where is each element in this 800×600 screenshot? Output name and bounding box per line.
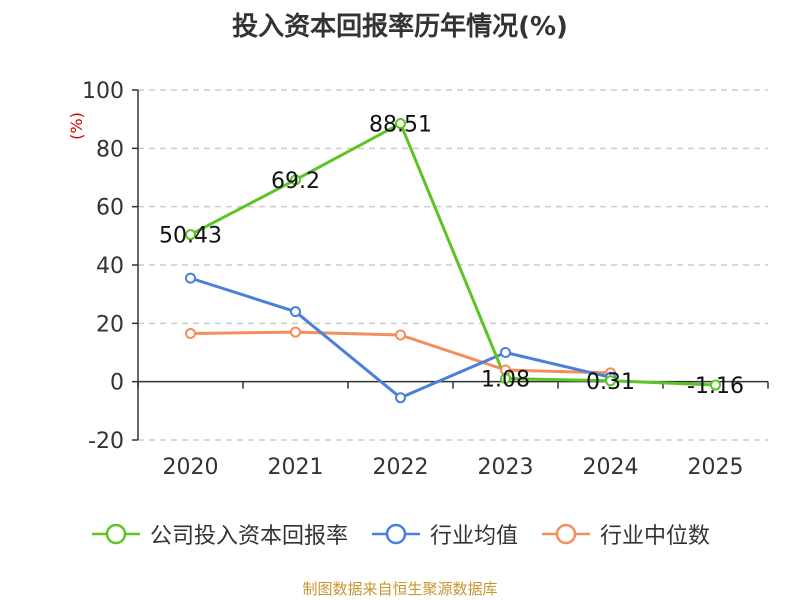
x-tick-label: 2023 <box>478 455 534 480</box>
legend-swatch-company <box>91 523 140 545</box>
data-point <box>500 347 511 358</box>
y-tick-label: 20 <box>96 312 124 337</box>
data-label: 88.51 <box>369 113 432 138</box>
y-tick-label: 100 <box>82 79 124 104</box>
data-point <box>290 326 301 338</box>
data-point <box>710 379 721 391</box>
x-tick-label: 2024 <box>583 455 639 480</box>
legend: 公司投入资本回报率 行业均值 行业中位数 <box>0 518 800 550</box>
data-label: 1.08 <box>481 368 530 393</box>
data-point <box>500 373 511 385</box>
x-tick-label: 2022 <box>373 455 429 480</box>
x-tick-label: 2020 <box>163 455 219 480</box>
legend-item-industry-average[interactable]: 行业均值 <box>370 518 518 550</box>
y-tick-label: 80 <box>96 137 124 162</box>
data-labels: 50.43 69.2 88.51 1.08 0.31 -1.16 <box>159 113 744 400</box>
x-tick-label: 2025 <box>688 455 744 480</box>
series-line <box>189 122 716 387</box>
data-label: 0.31 <box>586 370 635 395</box>
series-lines <box>189 122 716 400</box>
data-point <box>395 392 406 404</box>
axes: -20 0 20 40 60 80 100 2020 2021 2022 2023 2024 2025 <box>82 79 769 480</box>
data-point <box>185 229 196 241</box>
series-points <box>185 118 721 404</box>
data-point <box>395 118 406 130</box>
y-tick-label: 0 <box>110 371 124 396</box>
chart-title: 投入资本回报率历年情况(%) <box>232 12 568 42</box>
legend-item-industry-median[interactable]: 行业中位数 <box>540 518 710 550</box>
data-point <box>185 328 196 340</box>
source-note: 制图数据来自恒生聚源数据库 <box>302 580 498 598</box>
data-point <box>290 306 301 318</box>
legend-label-company: 公司投入资本回报率 <box>149 524 348 549</box>
y-tick-label: 40 <box>96 254 124 279</box>
x-tick-label: 2021 <box>268 455 324 480</box>
legend-item-company[interactable]: 公司投入资本回报率 <box>90 518 348 550</box>
data-label: 69.2 <box>271 169 320 194</box>
data-label: -1.16 <box>687 374 744 399</box>
legend-label-industry-median: 行业中位数 <box>600 524 711 549</box>
y-tick-label: -20 <box>88 429 124 454</box>
data-point <box>395 329 406 341</box>
legend-swatch-industry-average <box>371 523 420 545</box>
y-tick-label: 60 <box>96 196 124 221</box>
legend-label-industry-average: 行业均值 <box>429 524 518 549</box>
data-point <box>290 174 301 186</box>
data-label: 50.43 <box>159 224 222 249</box>
data-point <box>605 375 616 387</box>
data-point <box>185 272 196 284</box>
legend-swatch-industry-median <box>542 523 590 545</box>
y-axis-label: (%) <box>67 112 86 140</box>
